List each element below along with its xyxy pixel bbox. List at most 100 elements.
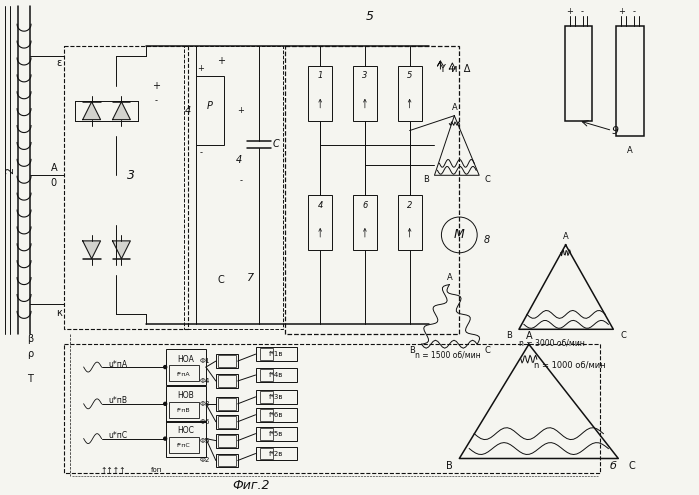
Text: C: C bbox=[484, 346, 490, 355]
Bar bbox=[196, 76, 224, 146]
Bar bbox=[256, 427, 297, 441]
Bar bbox=[256, 408, 297, 422]
Bar bbox=[259, 391, 273, 403]
Text: 5: 5 bbox=[366, 10, 374, 23]
Text: НОA: НОA bbox=[178, 354, 194, 364]
Bar bbox=[169, 402, 199, 418]
Bar bbox=[218, 355, 236, 367]
Text: A: A bbox=[447, 273, 452, 282]
Bar bbox=[216, 354, 238, 368]
Text: C: C bbox=[484, 175, 490, 184]
Text: 4: 4 bbox=[317, 200, 323, 209]
Bar bbox=[169, 365, 199, 381]
Bar bbox=[218, 416, 236, 428]
Bar bbox=[166, 386, 206, 422]
Text: Ф4: Ф4 bbox=[199, 378, 210, 384]
Text: u*пА: u*пА bbox=[108, 359, 128, 369]
Text: +: + bbox=[152, 81, 160, 91]
Text: 7: 7 bbox=[247, 273, 254, 283]
Text: Ф6: Ф6 bbox=[199, 419, 210, 425]
Bar bbox=[256, 368, 297, 382]
Text: ↑↑↑↑: ↑↑↑↑ bbox=[101, 466, 127, 475]
Bar bbox=[617, 26, 644, 136]
Bar bbox=[218, 454, 236, 466]
Bar bbox=[565, 26, 593, 121]
Bar bbox=[256, 446, 297, 460]
Text: Ф1: Ф1 bbox=[199, 358, 210, 364]
Bar bbox=[216, 374, 238, 388]
Text: f*пA: f*пA bbox=[178, 372, 191, 377]
Bar bbox=[398, 66, 421, 121]
Bar bbox=[398, 195, 421, 250]
Text: 3: 3 bbox=[127, 169, 136, 182]
Bar bbox=[259, 409, 273, 421]
Text: Ф3: Ф3 bbox=[199, 401, 210, 407]
Text: -: - bbox=[154, 96, 158, 105]
Polygon shape bbox=[113, 102, 131, 120]
Text: C: C bbox=[217, 275, 224, 285]
Text: A: A bbox=[627, 146, 633, 155]
Text: C: C bbox=[628, 461, 635, 471]
Polygon shape bbox=[82, 102, 101, 120]
Bar bbox=[184, 46, 283, 329]
Text: C: C bbox=[620, 331, 626, 340]
Text: u*пC: u*пC bbox=[108, 431, 128, 440]
Bar bbox=[64, 46, 188, 329]
Text: к: к bbox=[56, 308, 62, 318]
Text: 4: 4 bbox=[185, 106, 191, 116]
Text: Ф2: Ф2 bbox=[199, 457, 210, 463]
Text: Y  и  Δ: Y и Δ bbox=[439, 64, 470, 74]
Bar bbox=[169, 437, 199, 452]
Circle shape bbox=[164, 402, 166, 405]
Text: 2: 2 bbox=[5, 167, 15, 174]
Bar bbox=[216, 415, 238, 429]
Text: ρ: ρ bbox=[27, 349, 33, 359]
Bar bbox=[308, 195, 332, 250]
Text: n = 3000 об/мин: n = 3000 об/мин bbox=[519, 338, 585, 347]
Text: 5: 5 bbox=[407, 71, 412, 80]
Text: НОC: НОC bbox=[178, 426, 194, 435]
Text: A: A bbox=[50, 163, 57, 173]
Text: +: + bbox=[198, 64, 204, 73]
Text: 9: 9 bbox=[612, 126, 619, 136]
Bar bbox=[259, 447, 273, 459]
Text: f*4в: f*4в bbox=[269, 372, 284, 378]
Text: 4: 4 bbox=[236, 155, 242, 165]
Text: n = 1500 об/мин: n = 1500 об/мин bbox=[415, 350, 480, 359]
Text: B: B bbox=[409, 346, 415, 355]
Bar bbox=[285, 46, 459, 334]
Text: б: б bbox=[610, 461, 617, 471]
Text: +: + bbox=[217, 56, 225, 66]
Text: M: M bbox=[454, 228, 465, 242]
Text: 6: 6 bbox=[362, 200, 368, 209]
Text: +: + bbox=[566, 7, 573, 16]
Text: P: P bbox=[207, 100, 212, 111]
Text: f*пC: f*пC bbox=[177, 443, 191, 448]
Text: 8: 8 bbox=[484, 235, 490, 245]
Text: T: T bbox=[27, 374, 33, 384]
Bar bbox=[259, 369, 273, 381]
Text: f*6в: f*6в bbox=[269, 412, 284, 418]
Text: 1: 1 bbox=[317, 71, 323, 80]
Text: A: A bbox=[563, 232, 568, 242]
Bar bbox=[218, 398, 236, 410]
Bar bbox=[308, 66, 332, 121]
Polygon shape bbox=[82, 241, 101, 259]
Text: n = 1000 об/мин: n = 1000 об/мин bbox=[534, 360, 605, 369]
Text: f*5в: f*5в bbox=[269, 431, 284, 437]
Text: +: + bbox=[237, 106, 244, 115]
Text: A: A bbox=[452, 103, 457, 112]
Text: f*пB: f*пB bbox=[178, 408, 191, 413]
Text: f*1в: f*1в bbox=[269, 351, 284, 357]
Bar bbox=[256, 347, 297, 361]
Bar bbox=[353, 195, 377, 250]
Bar bbox=[216, 397, 238, 411]
Bar bbox=[218, 435, 236, 446]
Text: fоп: fоп bbox=[150, 467, 162, 473]
Text: ε: ε bbox=[56, 58, 62, 68]
Circle shape bbox=[164, 437, 166, 440]
Bar bbox=[218, 375, 236, 387]
Bar bbox=[166, 421, 206, 456]
Text: C: C bbox=[273, 140, 280, 149]
Text: A: A bbox=[526, 331, 532, 341]
